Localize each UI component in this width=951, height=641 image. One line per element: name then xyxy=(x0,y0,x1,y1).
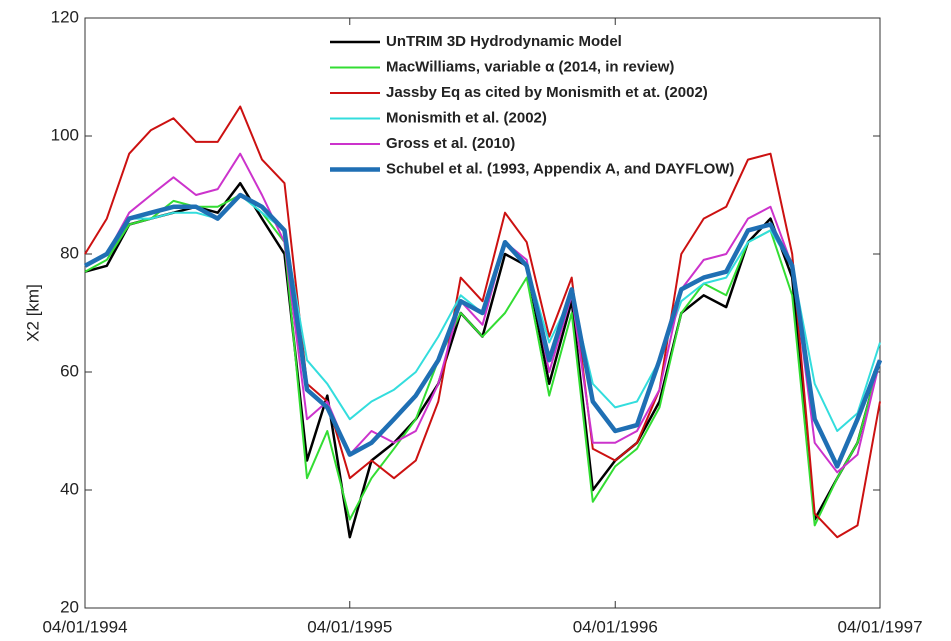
legend-label: UnTRIM 3D Hydrodynamic Model xyxy=(386,33,622,50)
plot-frame xyxy=(84,17,881,609)
legend-label: Schubel et al. (1993, Appendix A, and DA… xyxy=(386,160,734,177)
y-tick-label: 100 xyxy=(51,125,79,144)
legend-label: Jassby Eq as cited by Monismith et at. (… xyxy=(386,84,708,101)
x-tick-label: 04/01/1995 xyxy=(307,617,392,636)
y-tick-label: 60 xyxy=(60,361,79,380)
legend-label: MacWilliams, variable α (2014, in review… xyxy=(386,58,674,75)
x-tick-label: 04/01/1997 xyxy=(837,617,922,636)
y-tick-label: 80 xyxy=(60,243,79,262)
y-tick-label: 120 xyxy=(51,7,79,26)
x-tick-label: 04/01/1996 xyxy=(573,617,658,636)
y-tick-label: 40 xyxy=(60,479,79,498)
y-axis-label: X2 [km] xyxy=(23,284,42,342)
series-line xyxy=(83,192,883,469)
series-line xyxy=(84,105,881,539)
legend-label: Monismith et al. (2002) xyxy=(386,109,547,126)
series-line xyxy=(84,152,881,474)
legend-label: Gross et al. (2010) xyxy=(386,135,515,152)
series-line xyxy=(84,194,881,527)
y-tick-label: 20 xyxy=(60,597,79,616)
x-tick-label: 04/01/1994 xyxy=(42,617,127,636)
